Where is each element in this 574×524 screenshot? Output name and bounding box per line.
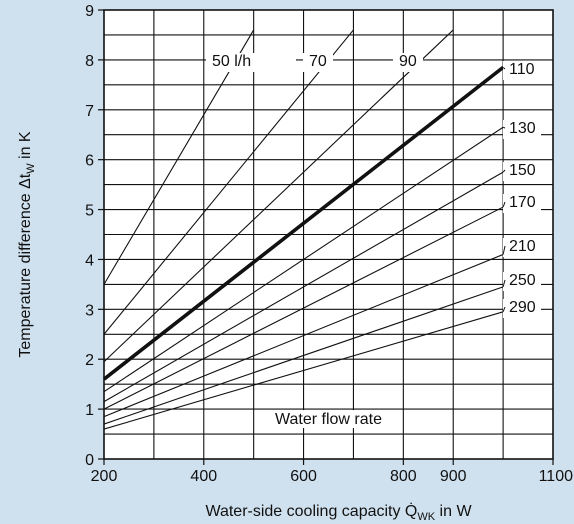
series-label: 90 [399, 53, 417, 70]
plot-border [103, 9, 554, 460]
y-tick-label: 1 [85, 402, 94, 419]
series-label-bg [503, 299, 541, 318]
series-label: 210 [509, 238, 536, 255]
x-tick-label: 400 [190, 468, 217, 485]
series-line [102, 65, 505, 381]
series-label: 250 [509, 272, 536, 289]
series-label-bg [393, 53, 423, 72]
annotation-bg [254, 410, 403, 429]
series-label-bg [503, 61, 547, 80]
y-tick-label: 5 [85, 203, 94, 220]
x-tick-label: 800 [390, 468, 417, 485]
label-leader [502, 201, 506, 208]
series-line [103, 171, 504, 403]
grid [104, 10, 553, 459]
label-leader [502, 306, 506, 313]
series-label-bg [303, 53, 333, 72]
x-tick-label: 900 [440, 468, 467, 485]
series-line [103, 286, 504, 425]
series-label: 110 [509, 61, 535, 78]
y-tick-label: 3 [85, 302, 94, 319]
series-label-bg [503, 162, 541, 181]
y-tick-label: 0 [85, 452, 94, 469]
series-label: 150 [509, 162, 536, 179]
series-label-bg [503, 238, 541, 257]
series-line [103, 206, 504, 410]
x-tick-label: 200 [91, 468, 118, 485]
axes: 0 1 2 3 4 5 6 7 8 9 200 400 600 800 900 1100 Water-side … [17, 3, 573, 523]
label-leader [502, 245, 506, 255]
series-label-bg [206, 53, 296, 72]
label-leader [502, 279, 506, 288]
annotation-label: Water flow rate [275, 411, 382, 428]
series-label: 290 [509, 299, 536, 316]
y-tick-label: 2 [85, 352, 94, 369]
series-label-bg [503, 272, 541, 291]
series-lines [102, 29, 505, 430]
series-label: 170 [509, 194, 536, 211]
y-axis-label: Temperature difference ΔtW in K [17, 131, 37, 358]
x-tick-label: 1100 [539, 468, 574, 485]
series-label: 50 l/h [212, 53, 251, 70]
series-label-bg [503, 194, 541, 213]
y-tick-label: 8 [85, 53, 94, 70]
series-line [103, 29, 454, 363]
series-line [103, 29, 255, 285]
x-axis-label: Water-side cooling capacity Q̇WK in W [205, 502, 472, 523]
series-label: 130 [509, 120, 536, 137]
series-label-bg [503, 120, 541, 139]
label-leader [502, 66, 506, 70]
series-label: 70 [309, 53, 327, 70]
y-tick-label: 6 [85, 153, 94, 170]
x-tick-label: 600 [290, 468, 317, 485]
series-line [103, 126, 504, 393]
label-leader [502, 126, 506, 129]
label-leader [502, 169, 506, 173]
series-line [103, 253, 504, 418]
labels: 50 l/h 70 90 110 130 150 170 210 250 290 Water flo… [206, 53, 547, 429]
series-line [103, 311, 504, 430]
y-tick-label: 7 [85, 103, 94, 120]
y-tick-label: 9 [85, 3, 94, 20]
y-tick-label: 4 [85, 252, 94, 269]
series-line [103, 29, 354, 335]
